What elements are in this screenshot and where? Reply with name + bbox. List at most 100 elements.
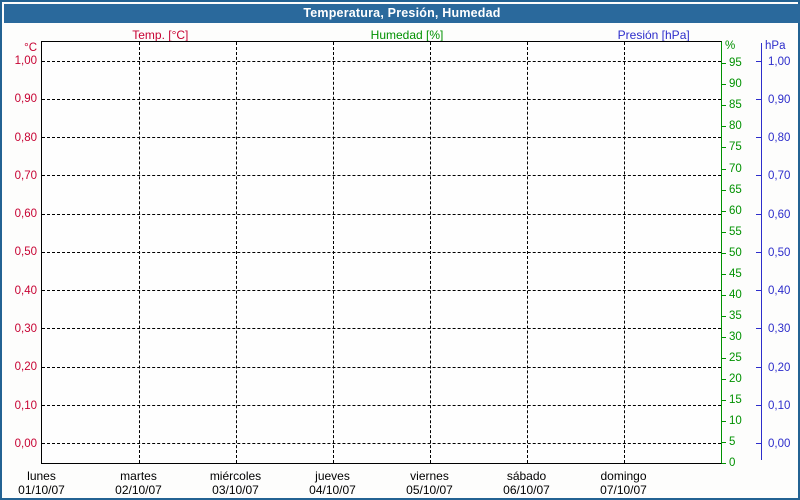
humidity-tick-label: 20 bbox=[729, 372, 742, 385]
humidity-tick bbox=[722, 315, 726, 317]
h-gridline bbox=[42, 213, 721, 215]
date-label: 05/10/07 bbox=[406, 483, 453, 497]
legend-item-2: Presión [hPa] bbox=[617, 28, 690, 42]
humidity-tick-label: 35 bbox=[729, 309, 742, 322]
humidity-tick-label: 0 bbox=[729, 457, 736, 469]
v-gridline bbox=[527, 42, 528, 463]
pressure-tick bbox=[756, 290, 761, 292]
day-label: sábado bbox=[506, 469, 547, 483]
humidity-tick-label: 75 bbox=[729, 141, 742, 154]
humidity-tick-label: 95 bbox=[729, 57, 742, 70]
v-gridline bbox=[139, 42, 140, 463]
legend-item-1: Humedad [%] bbox=[370, 28, 444, 42]
humidity-tick-label: 30 bbox=[729, 330, 742, 343]
humidity-tick-label: 25 bbox=[729, 351, 742, 364]
pressure-tick bbox=[756, 213, 761, 215]
humidity-tick bbox=[722, 231, 726, 233]
temperature-tick-label: 1,00 bbox=[14, 55, 37, 67]
humidity-tick-label: 5 bbox=[729, 435, 736, 448]
legend: Temp. [°C] Humedad [%] Presión [hPa] bbox=[37, 28, 777, 42]
v-gridline bbox=[236, 42, 237, 463]
temperature-tick-label: 0,70 bbox=[14, 169, 37, 182]
humidity-tick bbox=[722, 126, 726, 128]
pressure-tick-label: 0,50 bbox=[768, 246, 791, 259]
h-gridline bbox=[42, 251, 721, 253]
v-gridline bbox=[430, 42, 431, 463]
humidity-tick bbox=[722, 294, 726, 296]
humidity-tick-label: 90 bbox=[729, 78, 742, 91]
h-gridline bbox=[42, 328, 721, 330]
humidity-tick bbox=[722, 147, 726, 149]
x-axis-labels: lunes 01/10/07 martes 02/10/07 miércoles 03/1… bbox=[2, 466, 800, 498]
humidity-tick bbox=[722, 189, 726, 191]
pressure-tick-label: 1,00 bbox=[768, 55, 791, 68]
humidity-tick bbox=[722, 273, 726, 275]
h-gridline bbox=[42, 405, 721, 407]
temperature-tick-label: 0,30 bbox=[14, 322, 37, 335]
pressure-tick bbox=[756, 366, 761, 368]
humidity-tick bbox=[722, 357, 726, 359]
day-label: domingo bbox=[600, 469, 647, 483]
pressure-tick-label: 0,20 bbox=[768, 361, 791, 374]
humidity-tick bbox=[722, 463, 726, 464]
pressure-axis: 1,00 0,90 0,80 0,70 0,60 0,50 0,40 0,30 0,20 0,10… bbox=[756, 42, 800, 463]
pressure-tick bbox=[756, 443, 761, 445]
pressure-tick bbox=[756, 98, 761, 100]
window-title-bar: Temperatura, Presión, Humedad bbox=[4, 4, 800, 23]
pressure-tick-label: 0,70 bbox=[768, 170, 791, 183]
temperature-tick-label: 0,80 bbox=[14, 131, 37, 144]
humidity-tick-label: 70 bbox=[729, 162, 742, 175]
humidity-tick bbox=[722, 420, 726, 422]
humidity-tick bbox=[722, 105, 726, 107]
h-gridline bbox=[42, 98, 721, 100]
day-label: miércoles bbox=[209, 469, 262, 483]
pressure-tick-label: 0,80 bbox=[768, 132, 791, 145]
temperature-tick-label: 0,10 bbox=[14, 399, 37, 412]
pressure-tick-label: 0,60 bbox=[768, 208, 791, 221]
humidity-axis: 95 90 85 80 75 70 65 60 55 50 45 40 35 30 25 20 15 10 5 0 bbox=[721, 42, 766, 469]
v-gridline bbox=[624, 42, 625, 463]
date-label: 01/10/07 bbox=[18, 483, 65, 497]
pressure-axis-line bbox=[761, 43, 762, 460]
temperature-tick-label: 0,90 bbox=[14, 93, 37, 106]
humidity-tick-label: 50 bbox=[729, 246, 742, 259]
pressure-tick-label: 0,10 bbox=[768, 400, 791, 413]
day-label: jueves bbox=[315, 469, 350, 483]
pressure-tick bbox=[756, 405, 761, 407]
h-gridline bbox=[42, 137, 721, 139]
humidity-tick-label: 45 bbox=[729, 267, 742, 280]
v-gridline bbox=[333, 42, 334, 463]
temperature-tick-label: 0,50 bbox=[14, 246, 37, 259]
humidity-tick-label: 85 bbox=[729, 99, 742, 112]
temperature-tick-label: 0,20 bbox=[14, 361, 37, 374]
date-label: 04/10/07 bbox=[309, 483, 356, 497]
humidity-tick-label: 10 bbox=[729, 414, 742, 427]
day-label: martes bbox=[120, 469, 157, 483]
pressure-tick bbox=[756, 251, 761, 253]
pressure-tick-label: 0,90 bbox=[768, 93, 791, 106]
humidity-tick-label: 40 bbox=[729, 288, 742, 301]
humidity-tick-label: 60 bbox=[729, 204, 742, 217]
humidity-tick bbox=[722, 210, 726, 212]
day-label: lunes bbox=[27, 469, 56, 483]
h-gridline bbox=[42, 366, 721, 368]
temperature-tick-label: 0,40 bbox=[14, 284, 37, 297]
h-gridline bbox=[42, 290, 721, 292]
window-title: Temperatura, Presión, Humedad bbox=[303, 6, 501, 20]
humidity-tick bbox=[722, 441, 726, 443]
pressure-axis-unit: hPa bbox=[765, 40, 786, 52]
humidity-tick-label: 80 bbox=[729, 120, 742, 133]
plot-area bbox=[41, 41, 722, 464]
temperature-tick-label: 0,00 bbox=[14, 437, 37, 450]
humidity-tick bbox=[722, 336, 726, 338]
pressure-tick bbox=[756, 137, 761, 139]
pressure-tick bbox=[756, 60, 761, 62]
h-gridline bbox=[42, 175, 721, 177]
date-label: 03/10/07 bbox=[212, 483, 259, 497]
humidity-tick-label: 15 bbox=[729, 393, 742, 406]
temperature-axis: 1,00 0,90 0,80 0,70 0,60 0,50 0,40 0,30 0,20 0,10… bbox=[2, 42, 38, 463]
humidity-tick bbox=[722, 378, 726, 380]
date-label: 02/10/07 bbox=[115, 483, 162, 497]
humidity-tick-label: 55 bbox=[729, 225, 742, 238]
